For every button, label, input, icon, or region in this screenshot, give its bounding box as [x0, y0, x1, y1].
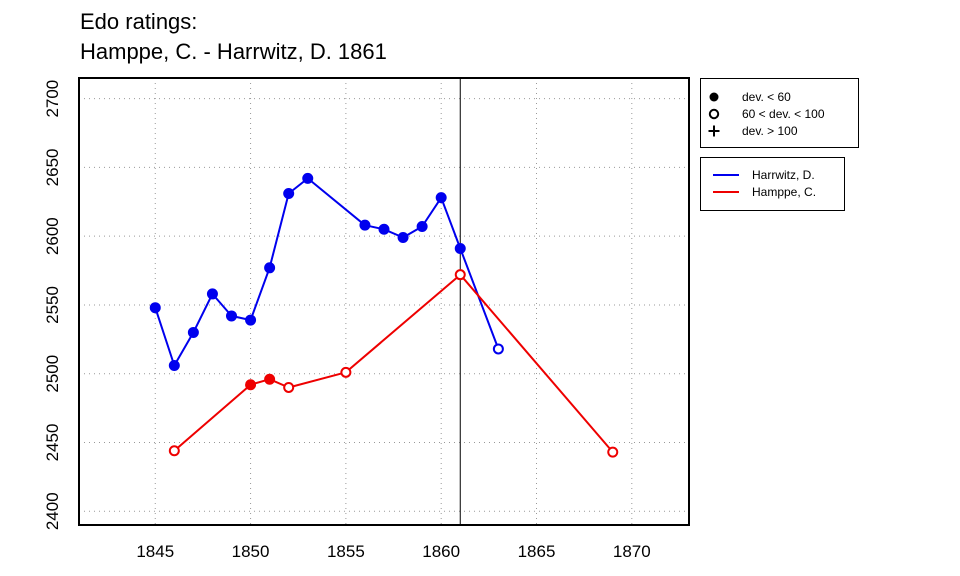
data-point: [435, 192, 447, 204]
chart-subtitle: Hamppe, C. - Harrwitz, D. 1861: [80, 39, 387, 64]
x-tick-label: 1850: [232, 542, 270, 561]
data-point: [245, 314, 257, 326]
red-line-icon: [713, 191, 739, 193]
y-tick-label: 2650: [43, 148, 62, 186]
data-point: [226, 310, 237, 322]
data-point: [168, 445, 180, 457]
legend-row-harrwitz: Harrwitz, D.: [701, 167, 844, 183]
open-circle-icon: [708, 108, 720, 120]
series-line-0: [154, 177, 500, 367]
data-point: [264, 373, 276, 385]
filled-circle-icon: [708, 91, 720, 103]
data-point: [454, 243, 466, 255]
x-tick-label: 1865: [518, 542, 556, 561]
data-point: [454, 269, 466, 281]
y-tick-label: 2600: [43, 217, 62, 255]
series-legend: Harrwitz, D. Hamppe, C.: [700, 157, 845, 211]
blue-line-icon: [713, 174, 739, 176]
data-point: [359, 219, 371, 231]
x-tick-label: 1855: [327, 542, 365, 561]
data-point: [416, 221, 428, 233]
data-point: [607, 446, 619, 458]
y-tick-label: 2500: [43, 355, 62, 393]
legend-label: 60 < dev. < 100: [742, 107, 825, 121]
y-tick-label: 2700: [43, 80, 62, 118]
legend-label: dev. < 60: [742, 90, 791, 104]
x-tick-label: 1870: [613, 542, 651, 561]
y-tick-label: 2550: [43, 286, 62, 324]
plot-frame: [78, 77, 690, 526]
y-tick-label: 2450: [43, 424, 62, 462]
legend-row-dev-low: dev. < 60: [701, 89, 858, 105]
data-point: [206, 288, 218, 300]
marker-legend: dev. < 60 60 < dev. < 100 dev. > 100: [700, 78, 859, 148]
x-tick-label: 1845: [136, 542, 174, 561]
legend-row-hamppe: Hamppe, C.: [701, 184, 844, 200]
data-point: [245, 379, 257, 391]
chart-title: Edo ratings:: [80, 9, 198, 34]
y-tick-label: 2400: [43, 492, 62, 530]
legend-row-dev-mid: 60 < dev. < 100: [701, 106, 858, 122]
data-point: [340, 366, 352, 378]
data-point: [149, 302, 161, 314]
data-point: [378, 223, 390, 235]
x-tick-label: 1860: [422, 542, 460, 561]
data-point: [302, 172, 314, 184]
legend-label: Hamppe, C.: [752, 185, 817, 199]
series-line-1: [173, 273, 614, 453]
data-point: [492, 343, 504, 355]
data-point: [283, 381, 295, 393]
data-point: [397, 232, 409, 244]
data-point: [264, 262, 276, 274]
legend-label: dev. > 100: [742, 124, 798, 138]
legend-row-dev-high: dev. > 100: [701, 123, 858, 139]
data-point: [168, 359, 180, 371]
legend-label: Harrwitz, D.: [752, 168, 815, 182]
data-point: [283, 188, 295, 200]
plus-icon: [708, 125, 720, 137]
data-point: [187, 326, 199, 338]
